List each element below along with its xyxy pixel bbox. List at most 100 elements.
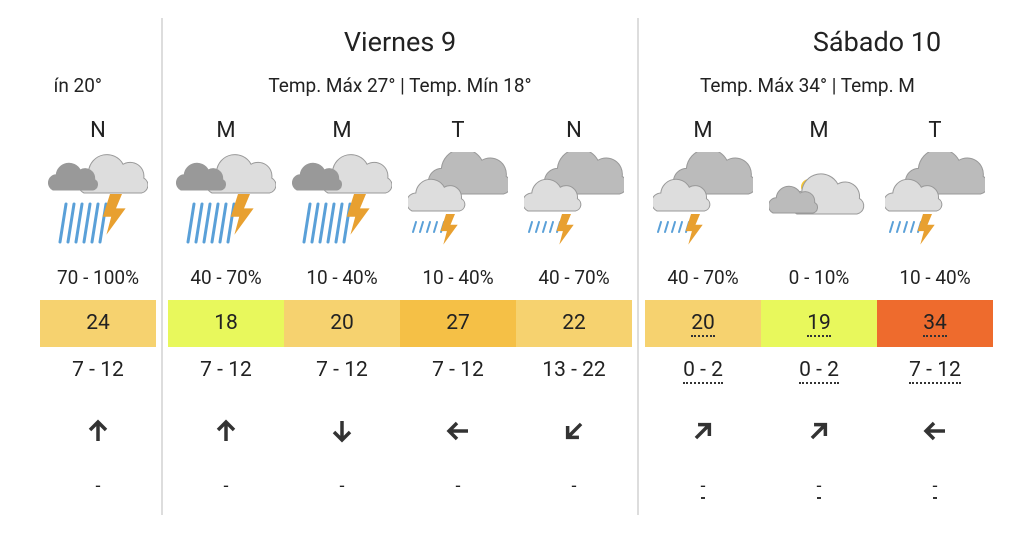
cloud [524,178,582,212]
rain [889,221,894,233]
rain [657,221,662,233]
temperature: 18 [168,300,284,347]
arrow-path [88,419,108,441]
cloud [292,162,342,191]
wind-arrow [446,421,468,441]
extra: - [284,476,400,497]
arrow-path [565,422,583,440]
wind-arrow [216,419,236,441]
cloud [904,152,985,195]
temperature-text: 19 [807,311,831,337]
day-summary: ín 20° [53,74,102,97]
precip-prob: 70 - 100% [57,266,139,289]
extra-text: - [223,476,229,497]
wind-speed-text: 0 - 2 [799,358,839,384]
day-summary: Temp. Máx 34° | Temp. M [700,74,915,97]
rain [678,221,683,233]
rain [194,202,204,244]
arrow-path [694,422,712,440]
period-label: M [332,118,352,143]
cloud [653,178,711,212]
rain [542,221,547,233]
temperature: 24 [40,300,156,347]
extra: - [645,476,761,499]
temperature: 34 [877,300,993,347]
arrow-path [446,421,468,441]
period-label: N [566,118,582,143]
period-label: T [928,118,942,143]
rain [74,202,84,244]
temperature-text: 20 [330,311,354,335]
rain [528,221,533,233]
weather-icon [653,152,753,245]
rain [334,202,344,244]
rain [210,202,220,244]
precip-prob: 10 - 40% [422,266,494,289]
wind-arrow [332,421,352,443]
separator [637,18,639,515]
wind-speed-text: 7 - 12 [200,358,252,382]
arrow-path [332,421,352,443]
wind-speed: 0 - 2 [645,358,761,384]
temperature-text: 24 [86,311,110,335]
lightning [102,194,126,235]
wind-arrow [810,422,828,440]
extra: - [40,476,156,497]
rain [896,221,901,233]
rain [90,202,100,244]
wind-speed-text: 0 - 2 [683,358,723,384]
wind-speed-text: 13 - 22 [542,358,606,382]
rain [549,221,554,233]
rain [186,202,196,244]
rain [426,221,431,233]
rain [218,202,228,244]
wind-speed: 7 - 12 [400,358,516,382]
precip-prob: 0 - 10% [788,266,850,289]
wind-speed-text: 7 - 12 [909,358,961,384]
rain [419,221,424,233]
precip-prob: 40 - 70% [538,266,610,289]
wind-speed: 7 - 12 [284,358,400,382]
rain [671,221,676,233]
weather-icon [292,154,392,244]
wind-speed-text: 7 - 12 [316,358,368,382]
rain [66,202,76,244]
precip-prob: 40 - 70% [190,266,262,289]
rain [433,221,438,233]
temperature-text: 18 [214,311,238,335]
extra: - [400,476,516,497]
cloud [543,152,624,195]
wind-speed: 7 - 12 [877,358,993,384]
lightning [230,194,254,235]
precip-prob: 10 - 40% [899,266,971,289]
rain [302,202,312,244]
temperature-text: 22 [562,311,586,335]
rain [202,202,212,244]
wind-arrow [694,422,712,440]
temperature: 20 [645,300,761,347]
day-title: Sábado 10 [812,26,942,58]
cloud [769,185,818,214]
extra: - [761,476,877,499]
rain [310,202,320,244]
wind-speed-text: 7 - 12 [432,358,484,382]
rain [318,202,328,244]
rain [535,221,540,233]
wind-speed: 13 - 22 [516,358,632,382]
rain [58,202,68,244]
wind-speed: 0 - 2 [761,358,877,384]
lightning [346,194,370,235]
lightning [440,214,458,245]
cloud [672,152,753,195]
weather-icon [176,154,276,244]
period-label: N [90,118,106,143]
wind-speed: 7 - 12 [40,358,156,382]
weather-icon [885,152,985,245]
extra-text: - [700,476,706,499]
temperature-text: 20 [691,311,715,337]
rain [412,221,417,233]
temperature: 27 [400,300,516,347]
weather-icon [48,154,148,244]
arrow-path [923,421,945,441]
